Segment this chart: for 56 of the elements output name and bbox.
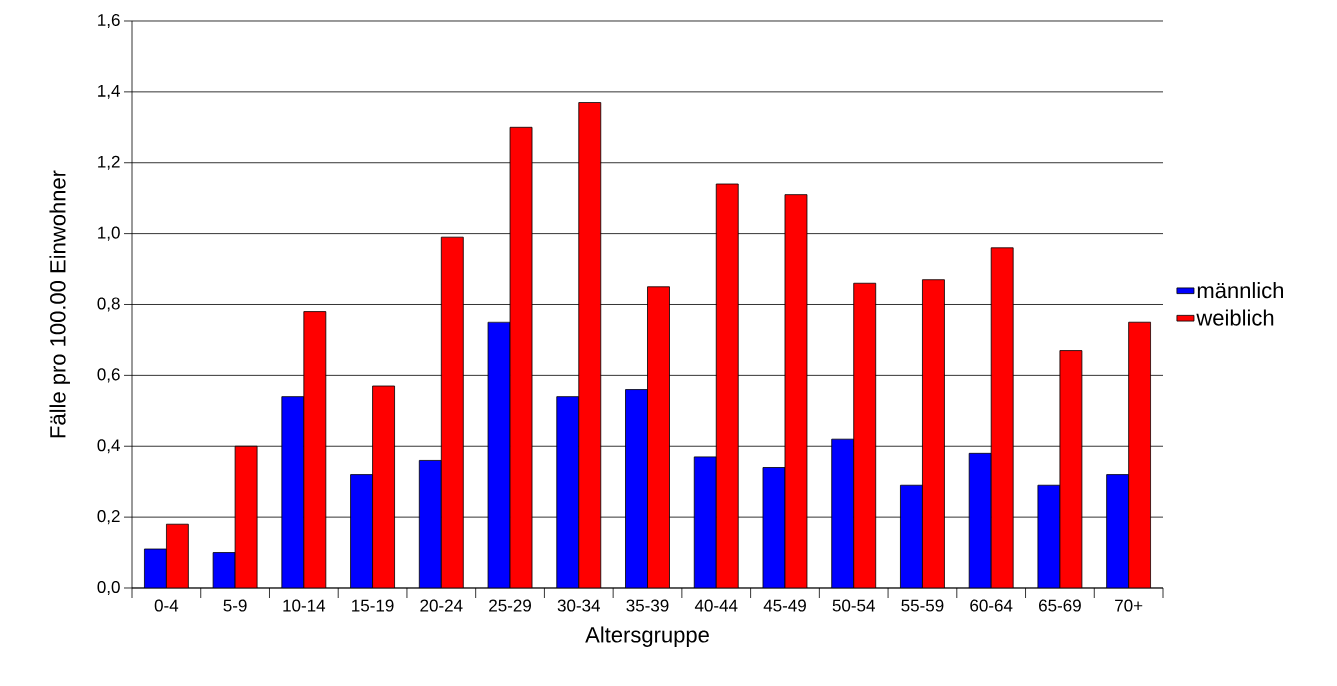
bar <box>784 194 808 588</box>
x-tick-label: 50-54 <box>832 599 875 612</box>
bar <box>350 474 373 588</box>
x-tick-label: 55-59 <box>901 599 944 612</box>
bar <box>968 452 992 588</box>
x-tick-label: 70+ <box>1115 599 1143 612</box>
bar <box>372 385 395 588</box>
y-tick-label: 1,4 <box>98 84 120 99</box>
bar <box>625 389 648 588</box>
bar <box>1106 474 1130 588</box>
x-tick-label: 25-29 <box>489 599 531 612</box>
x-tick-label: 10-14 <box>283 599 326 612</box>
x-tick-label: 40-44 <box>694 599 738 612</box>
bar <box>440 236 464 588</box>
x-tick-label: 15-19 <box>352 599 394 612</box>
x-tick-label: 20-24 <box>420 599 463 612</box>
bar <box>647 286 670 588</box>
bar <box>922 279 945 588</box>
bar <box>578 102 602 588</box>
bar <box>853 282 877 588</box>
x-tick-label: 35-39 <box>626 599 669 612</box>
bar <box>556 396 580 588</box>
bar <box>143 548 167 588</box>
x-tick-label: 60-64 <box>970 599 1013 612</box>
x-tick-label: 5-9 <box>223 599 247 612</box>
bar <box>831 438 855 588</box>
y-tick-label: 0,0 <box>97 580 120 596</box>
x-tick-label: 30-34 <box>557 599 601 612</box>
y-axis-title: Fälle pro 100.00 Einwohner <box>49 170 70 438</box>
bar <box>715 183 739 588</box>
x-tick-label: 65-69 <box>1039 599 1081 612</box>
bar <box>303 311 327 588</box>
y-tick-label: 0,2 <box>97 510 120 525</box>
x-tick-label: 45-49 <box>763 599 806 612</box>
x-tick-label: 0-4 <box>154 599 179 612</box>
bar <box>234 445 258 588</box>
y-tick-label: 1,6 <box>98 13 120 29</box>
legend-label: weiblich <box>1196 309 1274 326</box>
bar <box>418 460 442 588</box>
bar <box>1128 321 1152 588</box>
bar <box>693 456 717 588</box>
bar <box>990 247 1014 588</box>
bar <box>165 523 189 588</box>
bar <box>281 396 305 588</box>
y-tick-label: 0,8 <box>97 297 120 312</box>
y-tick-label: 0,4 <box>97 439 120 454</box>
bar <box>762 467 786 588</box>
y-tick-label: 1,0 <box>98 226 120 241</box>
x-axis-title: Altersgruppe <box>585 626 709 647</box>
legend-label: männlich <box>1197 282 1283 299</box>
bar <box>900 484 923 588</box>
bar <box>487 321 511 588</box>
bar <box>1059 350 1083 588</box>
y-tick-label: 1,2 <box>98 155 120 170</box>
y-tick-label: 0,6 <box>97 368 120 383</box>
bar <box>509 126 533 588</box>
